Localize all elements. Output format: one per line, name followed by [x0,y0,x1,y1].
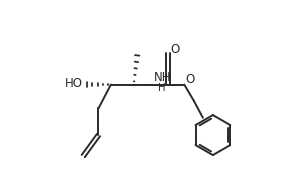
Text: O: O [170,43,179,56]
Text: H: H [158,83,166,93]
Text: NH: NH [153,71,171,84]
Text: HO: HO [65,77,83,89]
Text: O: O [185,73,195,86]
